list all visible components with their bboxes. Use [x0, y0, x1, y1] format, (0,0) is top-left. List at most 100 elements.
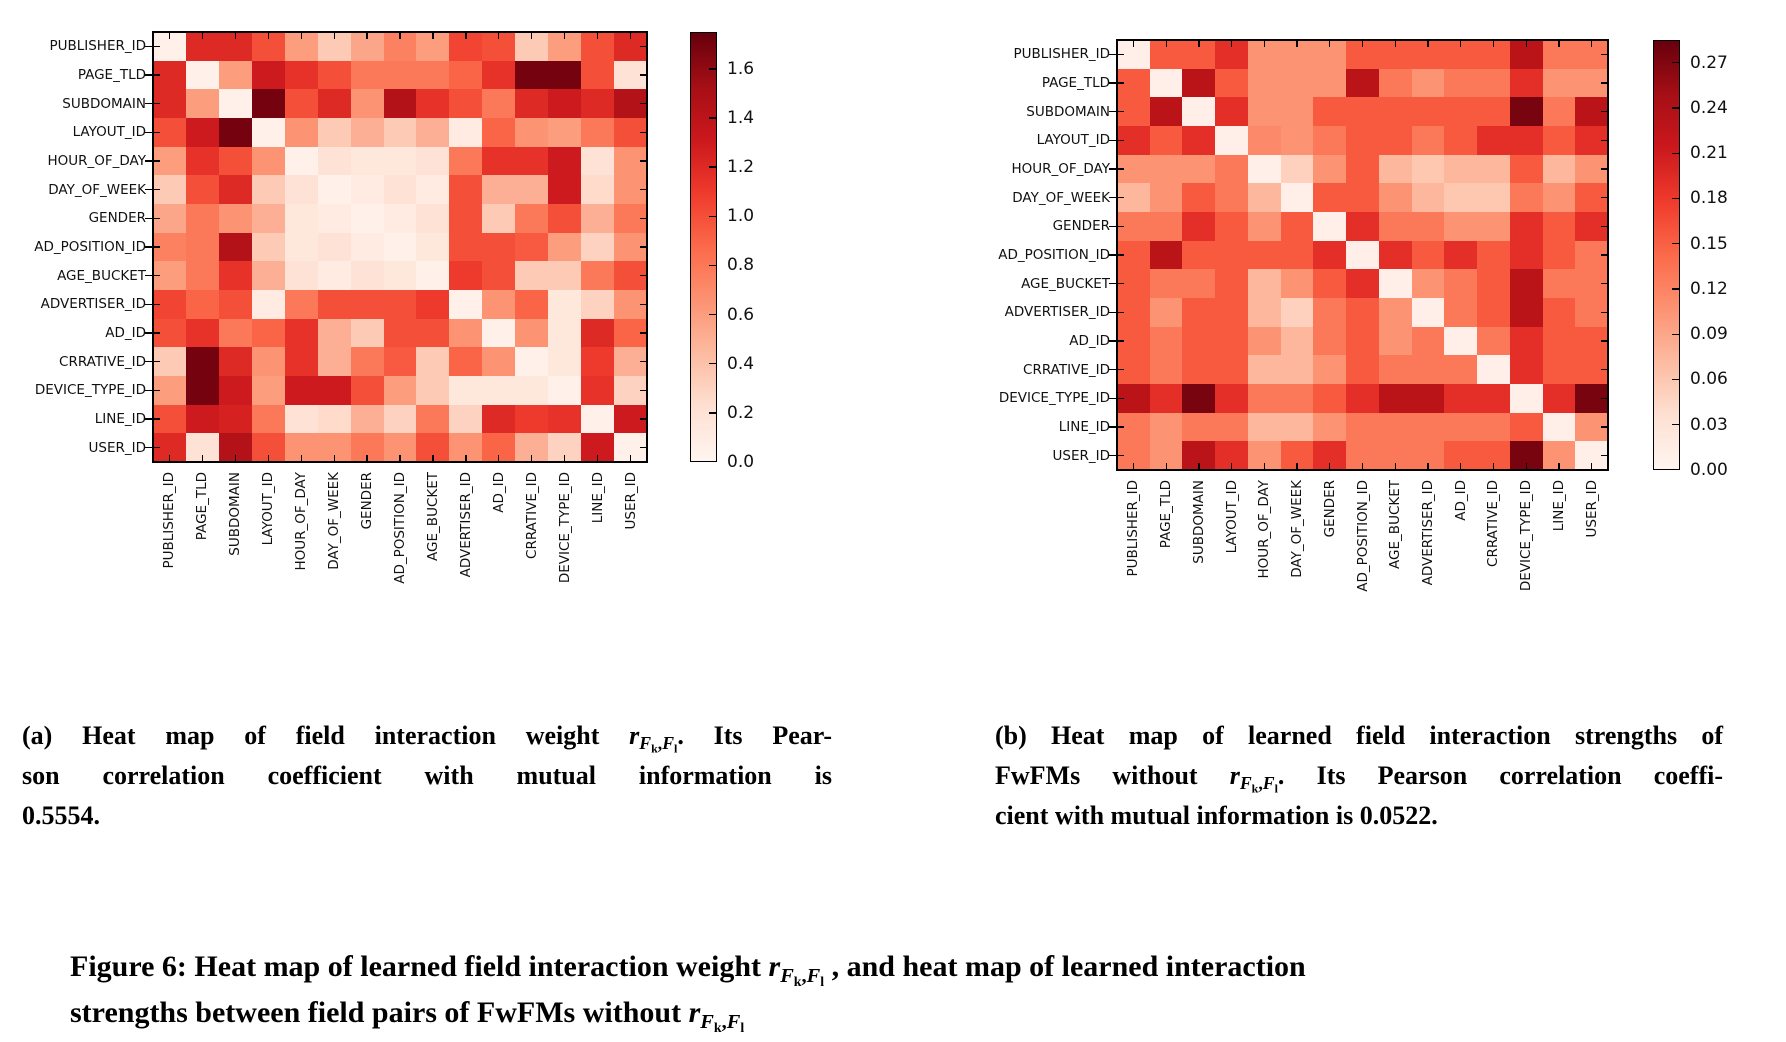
colorbar-tick-label: 0.09: [1690, 324, 1728, 345]
x-tick-bottom: [1492, 463, 1495, 470]
heatmap-cell: [548, 89, 582, 119]
heatmap-cell: [548, 204, 582, 234]
x-axis-label: SUBDOMAIN: [227, 472, 244, 556]
heatmap-cell: [1247, 97, 1282, 127]
heatmap-cell: [449, 60, 483, 90]
heatmap-cell: [1477, 240, 1511, 270]
heatmap-cell: [449, 261, 483, 291]
heatmap-cell: [548, 404, 582, 434]
heatmap-cell: [317, 261, 352, 291]
heatmap-cell: [1411, 97, 1445, 127]
x-tick-top: [333, 32, 335, 39]
y-axis-label: GENDER: [88, 210, 146, 227]
heatmap-cell: [1378, 97, 1413, 127]
heatmap-cell: [1378, 269, 1413, 299]
x-tick-top: [300, 32, 302, 39]
heatmap-cell: [1378, 240, 1413, 270]
x-tick-top: [1525, 40, 1527, 47]
x-tick-bottom: [333, 455, 335, 462]
x-tick-bottom: [1165, 463, 1167, 470]
x-tick-bottom: [1230, 463, 1233, 470]
y-tick-right-in: [640, 246, 647, 248]
heatmap-cell: [284, 290, 319, 320]
y-axis-label: HOUR_OF_DAY: [47, 153, 146, 169]
heatmap-cell: [350, 347, 385, 377]
heatmap-cell: [1149, 412, 1184, 442]
y-tick-right-in: [640, 447, 647, 449]
x-axis-label: AGE_BUCKET: [424, 472, 441, 561]
x-tick-top: [1591, 40, 1593, 47]
x-tick-top: [1296, 40, 1298, 47]
colorbar-tick-label: 0.21: [1690, 143, 1728, 164]
colorbar-tick-label: 0.06: [1690, 369, 1728, 390]
y-tick-left-in: [153, 332, 160, 334]
heatmap-cell: [251, 404, 286, 434]
heatmap-cell: [1280, 183, 1314, 213]
x-tick-bottom: [1591, 463, 1593, 470]
heatmap-cell: [1411, 298, 1445, 328]
heatmap-cell: [482, 261, 516, 291]
colorbar-tick-label: 0.18: [1690, 188, 1728, 209]
heatmap-cell: [1346, 154, 1380, 184]
heatmap-cell: [1477, 212, 1511, 242]
y-tick-right-in: [1601, 111, 1608, 113]
x-tick-bottom: [597, 455, 599, 462]
heatmap-cell: [1149, 326, 1184, 356]
heatmap-cell: [1182, 183, 1216, 213]
heatmap-cell: [185, 118, 220, 148]
colorbar-tick: [709, 313, 716, 316]
x-axis-label: PUBLISHER_ID: [1125, 480, 1142, 577]
x-tick-top: [531, 32, 533, 39]
heatmap-cell: [581, 290, 615, 320]
heatmap-cell: [284, 60, 319, 90]
heatmap-cell: [218, 175, 253, 205]
heatmap-cell: [1509, 212, 1544, 242]
x-axis-label: CRRATIVE_ID: [523, 472, 540, 559]
x-tick-top: [201, 32, 204, 39]
heatmap-cell: [1542, 154, 1576, 184]
y-axis-label: LAYOUT_ID: [1036, 132, 1110, 149]
y-tick-left-out: [145, 103, 153, 105]
heatmap-cell: [1477, 298, 1511, 328]
y-tick-left-out: [1109, 225, 1117, 228]
heatmap-cell: [1542, 384, 1576, 414]
heatmap-cell: [383, 290, 418, 320]
heatmap-cell: [1247, 68, 1282, 98]
heatmap-cell: [1215, 355, 1249, 385]
heatmap-cell: [1411, 68, 1445, 98]
heatmap-cell: [1247, 269, 1282, 299]
y-axis-label: PUBLISHER_ID: [1013, 46, 1110, 63]
y-tick-left-in: [153, 246, 160, 248]
heatmap-cell: [1346, 97, 1380, 127]
heatmap-cell: [1477, 384, 1511, 414]
y-tick-left-out: [145, 447, 153, 449]
heatmap-cell: [1182, 97, 1216, 127]
heatmap-cell: [1313, 326, 1347, 356]
heatmap-cell: [1280, 126, 1314, 156]
x-axis-label: PAGE_TLD: [1158, 480, 1175, 549]
y-tick-left-in: [153, 131, 160, 134]
y-tick-left-out: [145, 361, 153, 363]
heatmap-cell: [1509, 355, 1544, 385]
heatmap-cell: [449, 89, 483, 119]
heatmap-cell: [581, 376, 615, 406]
heatmap-cell: [1280, 384, 1314, 414]
y-tick-left-out: [145, 303, 153, 306]
heatmap-cell: [1542, 269, 1576, 299]
y-tick-left-in: [153, 303, 160, 306]
y-axis-label: DAY_OF_WEEK: [48, 181, 146, 198]
heatmap-cell: [284, 347, 319, 377]
heatmap-cell: [1477, 68, 1511, 98]
heatmap-cell: [1313, 212, 1347, 242]
heatmap-cell: [1182, 384, 1216, 414]
y-tick-left-out: [1109, 197, 1117, 199]
y-tick-left-out: [145, 74, 153, 76]
x-axis-label: SUBDOMAIN: [1190, 480, 1207, 564]
x-tick-top: [432, 32, 434, 39]
y-tick-left-out: [1109, 254, 1117, 256]
y-axis-label: SUBDOMAIN: [1026, 103, 1110, 120]
y-tick-left-in: [153, 361, 160, 363]
heatmap-cell: [581, 404, 615, 434]
heatmap-cell: [1182, 355, 1216, 385]
